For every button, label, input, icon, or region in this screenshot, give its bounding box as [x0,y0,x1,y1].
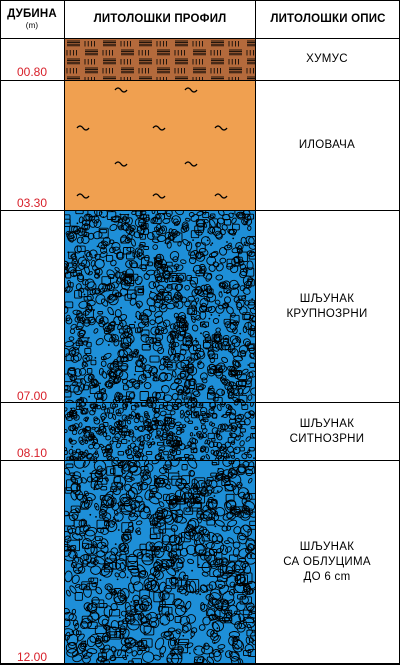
layer-description-line: ШЉУНАК [299,540,355,553]
gravel-coarse-pattern [65,211,255,402]
layer-description: ШЉУНАК СА ОБЛУЦИМА ДО 6 cm [256,461,398,663]
profile-header-title: ЛИТОЛОШКИ ПРОФИЛ [93,13,227,25]
column-divider-profile [255,0,256,665]
layer-description-line: КРУПНОЗРНИ [286,307,368,320]
layer-description-line: СИТНОЗРНИ [289,432,365,445]
gravel-fine-pattern [65,403,255,460]
layer-description-line: ШЉУНАК [299,417,355,430]
depth-header: ДУБИНА (m) [0,0,64,38]
profile-layer-silt [65,81,255,210]
depth-label: 03.30 [16,196,48,210]
gravel-pebbles-pattern [65,461,255,663]
profile-layer-humus [65,39,255,80]
depth-label: 07.00 [16,389,48,403]
profile-layer-gravel-coarse [65,211,255,402]
layer-description-line: ИЛОВАЧА [298,139,356,151]
layer-description: ХУМУС [256,39,398,80]
depth-label: 08.10 [16,446,48,460]
layer-description-line: ШЉУНАК [299,292,355,305]
profile-layer-gravel-pebbles [65,461,255,663]
humus-pattern [65,39,255,80]
layer-boundary [0,460,400,461]
layer-boundary [0,80,400,81]
layer-description: ШЉУНАК КРУПНОЗРНИ [256,211,398,402]
column-divider-depth [64,0,65,665]
description-header: ЛИТОЛОШКИ ОПИС [256,0,400,38]
profile-layer-gravel-fine [65,403,255,460]
silt-pattern [65,81,255,210]
layer-description-line: ХУМУС [306,53,348,65]
layer-boundary [0,663,400,664]
profile-header: ЛИТОЛОШКИ ПРОФИЛ [65,0,255,38]
layer-description-line: СА ОБЛУЦИМА [283,555,371,568]
layer-description-line: ДО 6 cm [303,570,351,583]
depth-header-unit: (m) [25,21,39,30]
header-divider [0,38,400,39]
description-header-title: ЛИТОЛОШКИ ОПИС [270,13,386,25]
depth-header-title: ДУБИНА [7,8,57,20]
layer-description: ШЉУНАК СИТНОЗРНИ [256,403,398,460]
layer-boundary [0,210,400,211]
layer-description: ИЛОВАЧА [256,81,398,210]
depth-label: 12.00 [16,650,48,664]
depth-label: 00.80 [16,65,48,79]
